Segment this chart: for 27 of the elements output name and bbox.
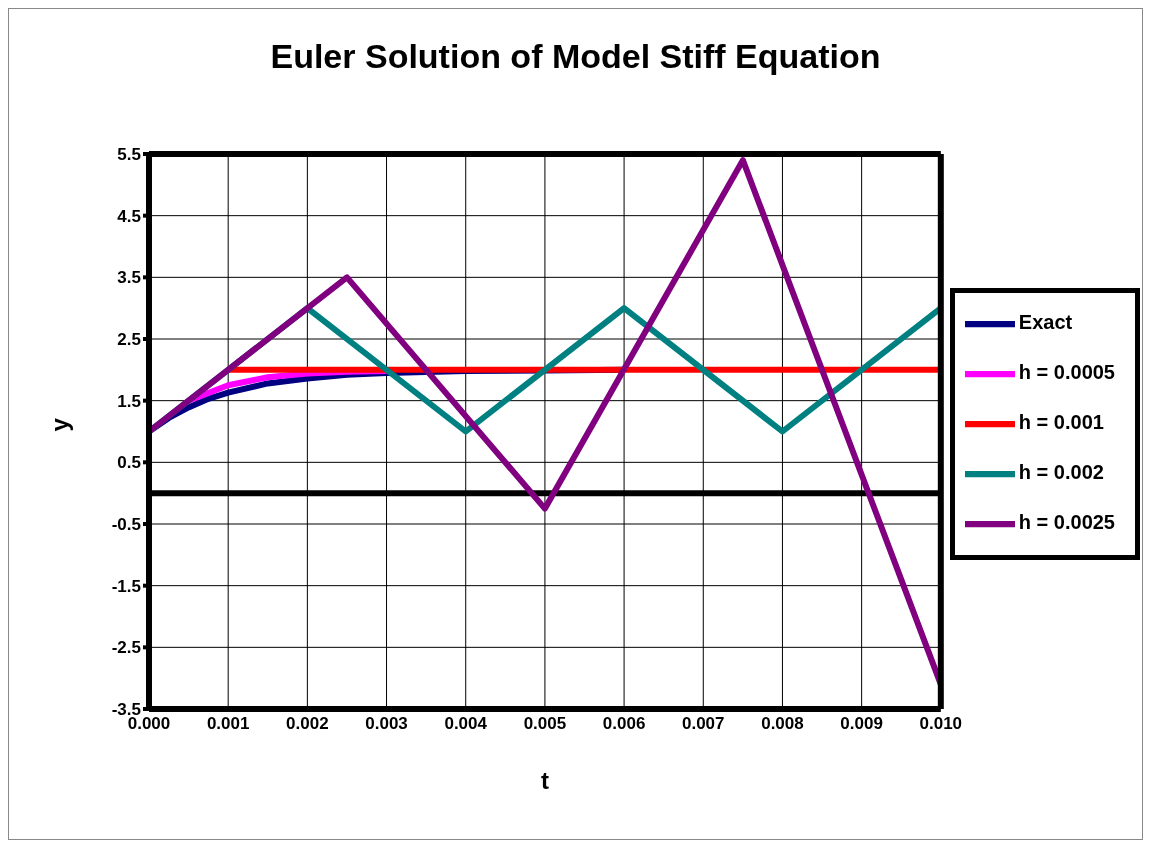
x-tick-label: 0.002: [286, 714, 329, 734]
x-tick-label: 0.008: [761, 714, 804, 734]
y-axis-title: y: [45, 417, 73, 432]
x-tick-label: 0.005: [523, 714, 567, 734]
x-tick-label: 0.010: [919, 714, 963, 734]
legend-label: h = 0.0005: [1018, 361, 1115, 384]
y-tick-label: 4.5: [117, 206, 141, 226]
y-tick-label: -1.5: [111, 576, 141, 596]
y-tick-label: 0.5: [117, 453, 141, 473]
x-tick-label: 0.004: [444, 714, 488, 734]
y-tick-label: 1.5: [117, 391, 141, 411]
x-axis-title: t: [540, 767, 549, 794]
chart-title: Euler Solution of Model Stiff Equation: [269, 37, 882, 76]
legend-label: h = 0.001: [1018, 411, 1104, 434]
legend-label: h = 0.002: [1018, 461, 1104, 484]
x-tick-label: 0.003: [365, 714, 408, 734]
x-tick-label: 0.006: [602, 714, 646, 734]
y-tick-label: -0.5: [111, 515, 141, 535]
y-tick-label: 3.5: [117, 268, 141, 288]
x-tick-label: 0.009: [840, 714, 883, 734]
legend-label: Exact: [1018, 311, 1073, 334]
x-tick-label: 0.001: [206, 714, 250, 734]
x-tick-label: 0.007: [682, 714, 725, 734]
y-tick-label: 2.5: [117, 330, 141, 350]
legend-label: h = 0.0025: [1018, 511, 1115, 534]
y-tick-label: 5.5: [117, 145, 141, 165]
y-tick-label: -2.5: [111, 638, 141, 658]
